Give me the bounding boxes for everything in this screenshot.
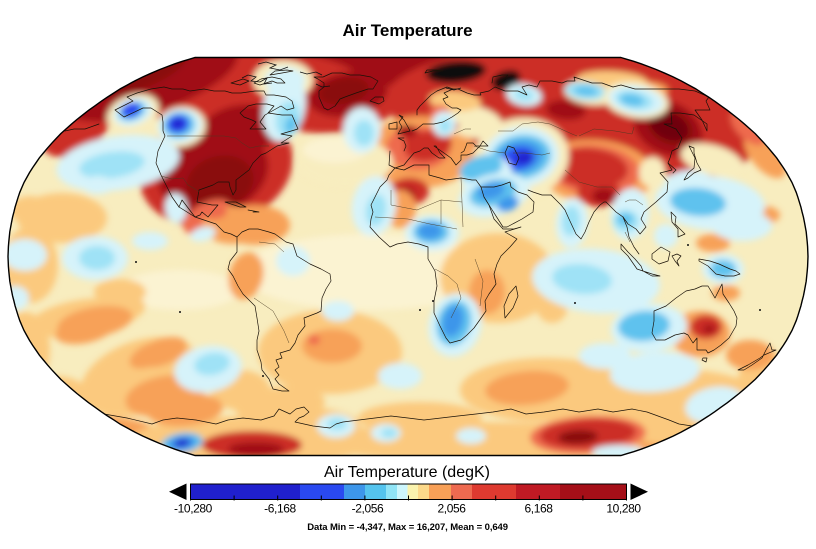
svg-text:-10,280: -10,280: [174, 502, 213, 516]
svg-text:10,280: 10,280: [606, 502, 641, 516]
svg-text:2,056: 2,056: [437, 502, 466, 516]
svg-text:6,168: 6,168: [524, 502, 553, 516]
svg-text:-2,056: -2,056: [352, 502, 384, 516]
svg-text:Air Temperature (degK): Air Temperature (degK): [324, 464, 490, 481]
svg-text:Air Temperature: Air Temperature: [342, 21, 472, 40]
svg-text:Data Min = -4,347, Max = 16,20: Data Min = -4,347, Max = 16,207, Mean = …: [307, 522, 508, 533]
svg-text:-6,168: -6,168: [264, 502, 296, 516]
